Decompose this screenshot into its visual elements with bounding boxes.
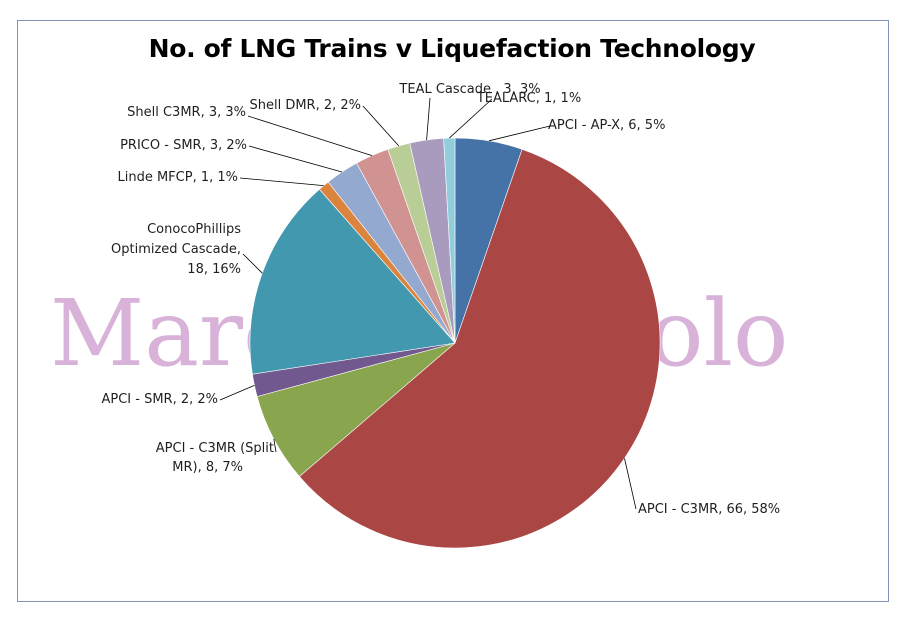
data-label: Shell DMR, 2, 2%	[249, 98, 361, 113]
pie-slices	[249, 137, 661, 549]
chart-title: No. of LNG Trains v Liquefaction Technol…	[148, 34, 756, 63]
data-label: APCI - C3MR (Split MR), 8, 7%	[156, 441, 274, 475]
data-labels: APCI - AP-X, 6, 5% APCI - C3MR, 66, 58% AP…	[101, 82, 780, 517]
data-label: APCI - AP-X, 6, 5%	[548, 118, 665, 133]
leader-line	[273, 438, 277, 453]
data-label: APCI - C3MR, 66, 58%	[638, 502, 780, 517]
data-label: APCI - SMR, 2, 2%	[101, 392, 218, 407]
data-label: TEAL Cascade , 3, 3%	[398, 82, 540, 97]
leader-lines	[219, 97, 637, 510]
data-label: TEALARC, 1, 1%	[476, 91, 581, 106]
leader-line	[362, 105, 399, 147]
data-label: Shell C3MR, 3, 3%	[127, 105, 246, 120]
leader-line	[624, 458, 637, 510]
leader-line	[248, 145, 343, 173]
leader-line	[242, 253, 263, 274]
data-label: ConocoPhillips Optimized Cascade, 18, 16%	[111, 222, 241, 277]
leader-line	[449, 98, 493, 139]
leader-line	[239, 177, 324, 186]
pie-slice	[298, 148, 661, 549]
data-label: PRICO - SMR, 3, 2%	[120, 138, 247, 153]
leader-line	[426, 97, 431, 141]
leader-line	[488, 125, 551, 142]
leader-line	[219, 385, 255, 401]
leader-line	[247, 115, 373, 156]
data-label: Linde MFCP, 1, 1%	[117, 170, 238, 185]
